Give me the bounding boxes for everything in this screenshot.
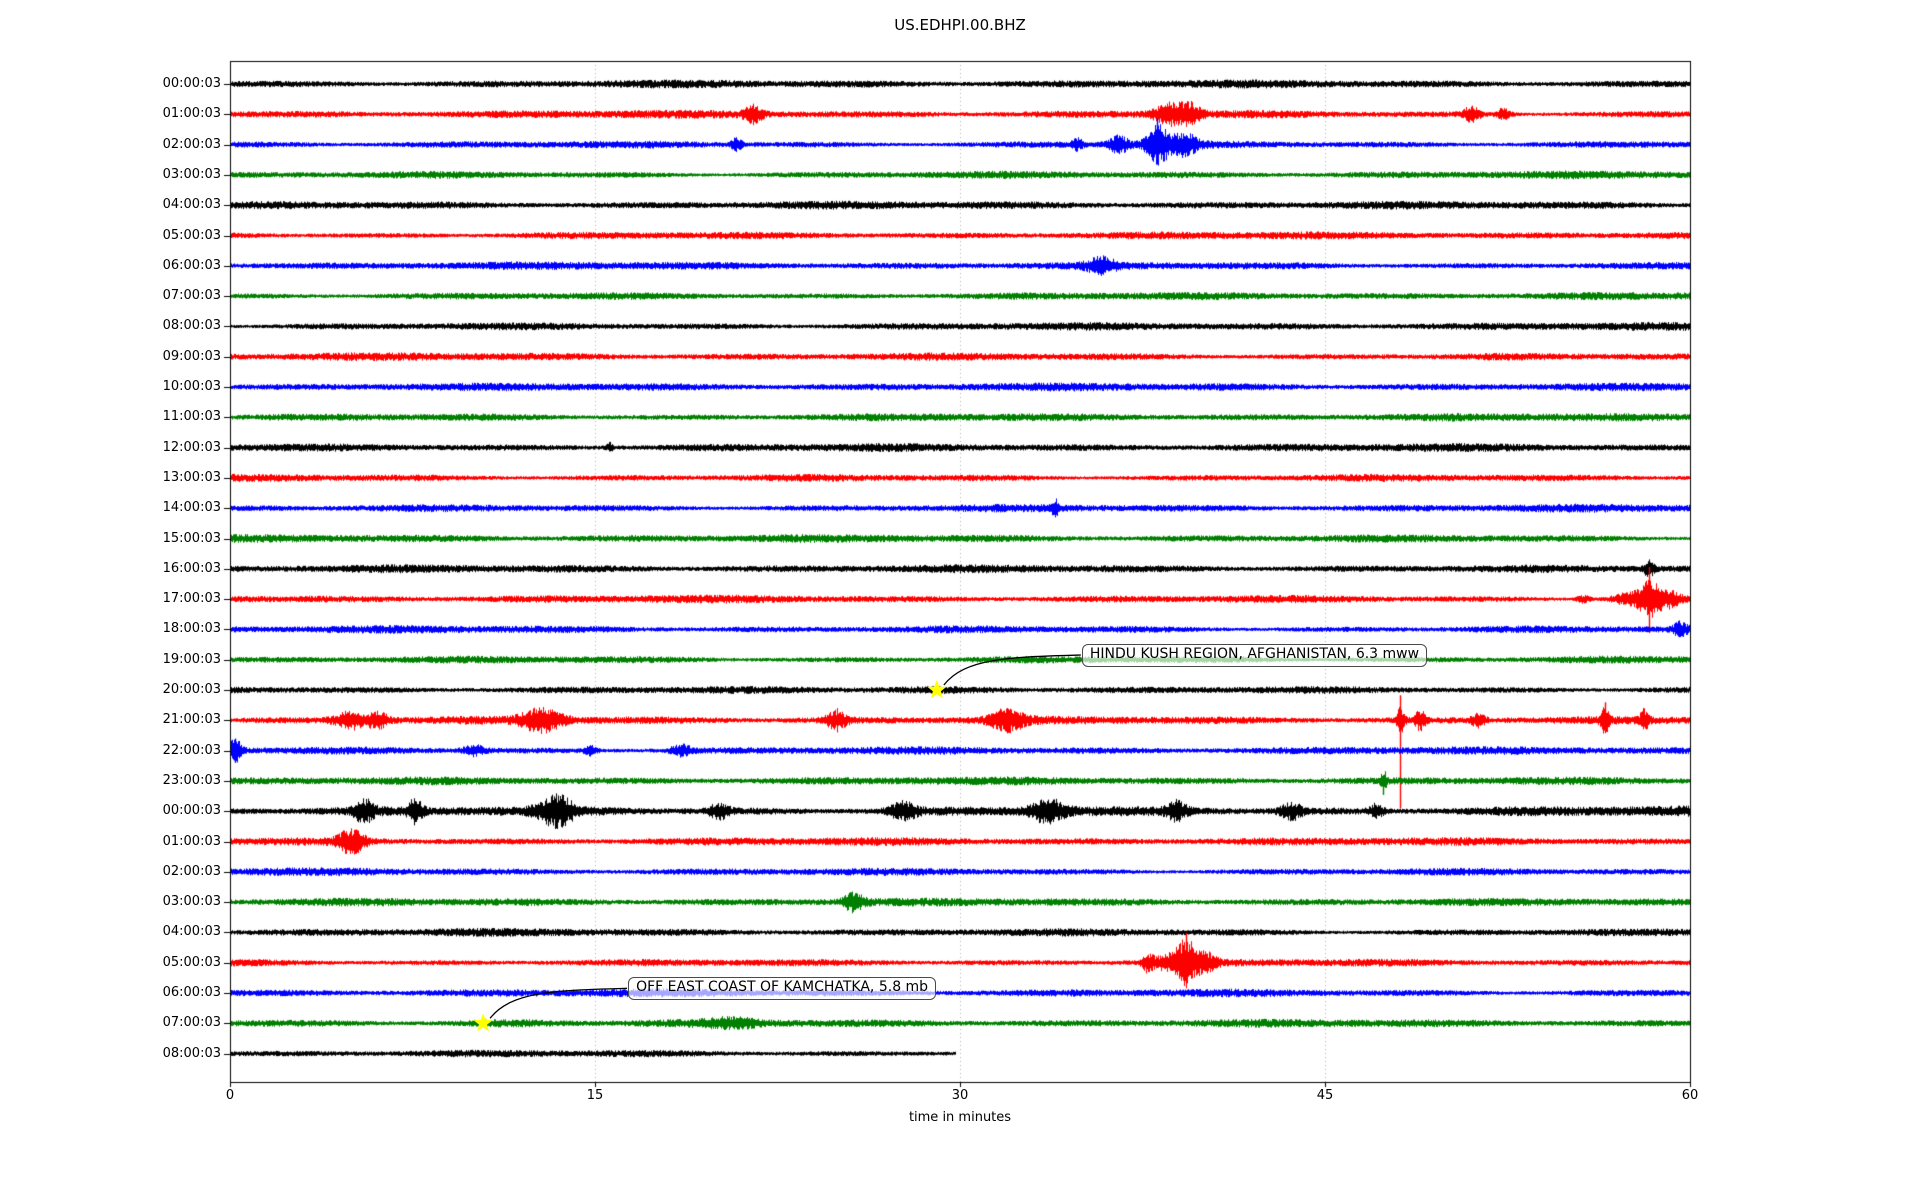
trace-time-label: 17:00:03 xyxy=(162,591,221,607)
trace-time-label: 18:00:03 xyxy=(162,621,221,637)
page-title: US.EDHPI.00.BHZ xyxy=(894,16,1026,34)
trace-time-label: 21:00:03 xyxy=(162,712,221,728)
x-axis-tick-label: 45 xyxy=(1316,1088,1334,1103)
annotation-hindu-kush: HINDU KUSH REGION, AFGHANISTAN, 6.3 mww xyxy=(1081,644,1428,667)
x-axis-label: time in minutes xyxy=(908,1110,1012,1125)
trace-time-label: 00:00:03 xyxy=(162,803,221,819)
trace-time-label: 02:00:03 xyxy=(162,863,221,879)
x-axis-tick-label: 30 xyxy=(951,1088,969,1103)
trace-time-label: 03:00:03 xyxy=(162,894,221,910)
annotation-kamchatka: OFF EAST COAST OF KAMCHATKA, 5.8 mb xyxy=(628,977,937,1001)
trace-time-label: 00:00:03 xyxy=(162,76,221,91)
trace-time-label: 10:00:03 xyxy=(162,379,221,394)
trace-time-label: 14:00:03 xyxy=(162,500,221,516)
trace-time-label: 03:00:03 xyxy=(162,166,221,182)
trace-time-label: 06:00:03 xyxy=(162,985,221,1000)
trace-time-label: 01:00:03 xyxy=(162,106,221,122)
trace-time-label: 08:00:03 xyxy=(162,1045,221,1061)
trace-time-label: 05:00:03 xyxy=(162,227,221,243)
trace-time-label: 04:00:03 xyxy=(162,197,221,213)
trace-time-label: 08:00:03 xyxy=(162,318,221,334)
trace-time-label: 02:00:03 xyxy=(162,136,221,152)
trace-time-label: 06:00:03 xyxy=(162,257,221,273)
trace-time-label: 15:00:03 xyxy=(162,530,221,546)
trace-time-label: 23:00:03 xyxy=(162,772,221,788)
x-axis-tick-label: 15 xyxy=(586,1088,604,1103)
trace-time-label: 12:00:03 xyxy=(162,439,221,455)
trace-time-label: 09:00:03 xyxy=(162,348,221,364)
trace-time-label: 13:00:03 xyxy=(162,469,221,485)
trace-time-label: 07:00:03 xyxy=(162,1015,221,1031)
trace-time-label: 01:00:03 xyxy=(162,833,221,849)
trace-time-label: 05:00:03 xyxy=(162,954,221,970)
x-axis-tick-label: 60 xyxy=(1681,1088,1699,1103)
trace-time-label: 07:00:03 xyxy=(162,288,221,304)
x-axis-tick-label: 0 xyxy=(225,1088,235,1103)
trace-time-label: 04:00:03 xyxy=(162,924,221,940)
trace-time-label: 19:00:03 xyxy=(162,651,221,667)
trace-time-label: 11:00:03 xyxy=(162,409,221,425)
trace-time-label: 22:00:03 xyxy=(162,742,221,758)
trace-time-label: 16:00:03 xyxy=(162,560,221,576)
trace-time-label: 20:00:03 xyxy=(162,682,221,697)
